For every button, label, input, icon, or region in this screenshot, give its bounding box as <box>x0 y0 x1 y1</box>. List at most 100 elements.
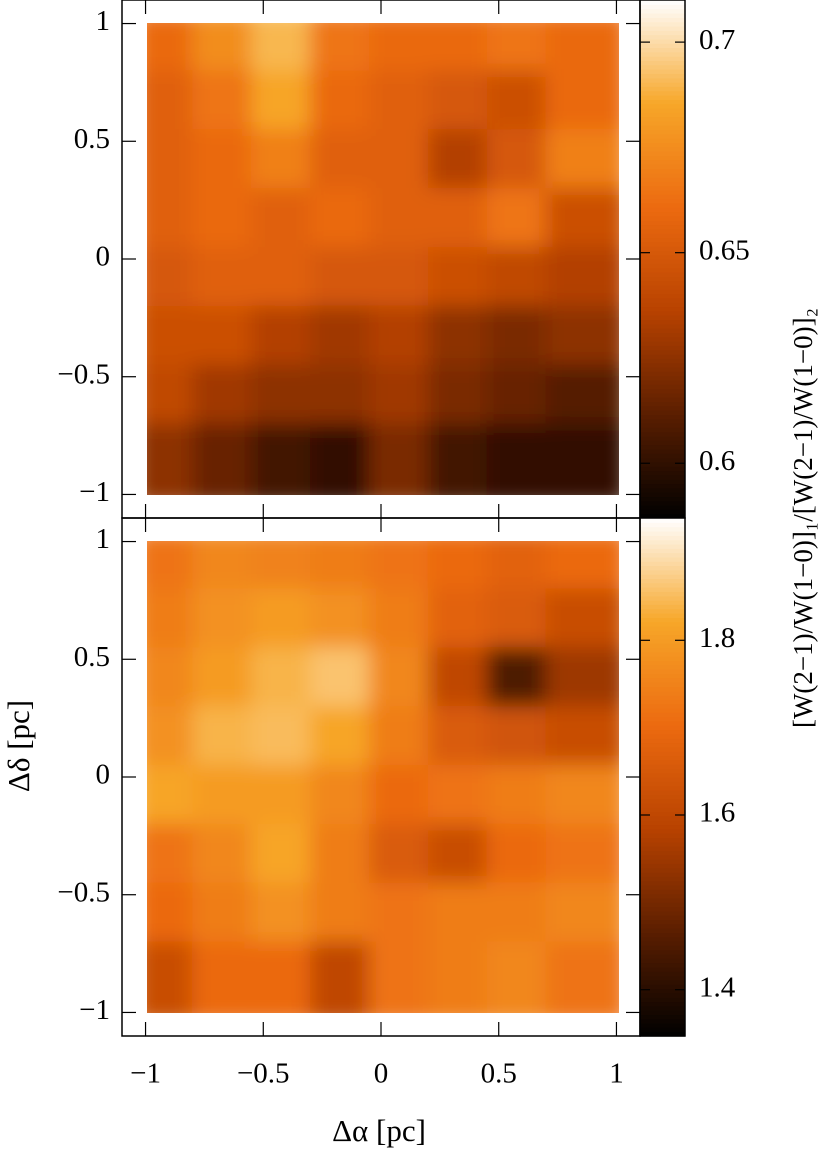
colorbar-step <box>640 306 685 312</box>
colorbar-step <box>640 889 685 895</box>
colorbar-step <box>640 461 685 467</box>
colorbar-step <box>640 271 685 277</box>
colorbar-step <box>640 785 685 791</box>
y-tick-label: 0 <box>96 759 111 791</box>
colorbar-step <box>640 612 685 618</box>
colorbar-step <box>640 379 685 385</box>
colorbar-step <box>640 535 685 541</box>
y-axis-label: Δδ [pc] <box>1 700 36 792</box>
colorbar-step <box>640 656 685 662</box>
colorbar-step <box>640 945 685 951</box>
colorbar-step <box>640 25 685 31</box>
colorbar-step <box>640 12 685 18</box>
colorbar-step <box>640 228 685 234</box>
x-tick-label: −1 <box>130 1058 161 1090</box>
colorbar-step <box>640 733 685 739</box>
colorbar-step <box>640 936 685 942</box>
colorbar-step <box>640 660 685 666</box>
colorbar-step <box>640 47 685 53</box>
colorbar-step <box>640 64 685 70</box>
heatmap-cells <box>147 23 619 495</box>
colorbar-step <box>640 250 685 256</box>
colorbar-step <box>640 971 685 977</box>
colorbar-step <box>640 617 685 623</box>
colorbar-step <box>640 755 685 761</box>
colorbar-step <box>640 82 685 87</box>
colorbar-step <box>640 759 685 765</box>
colorbar-step <box>640 928 685 933</box>
colorbar-step <box>640 259 685 264</box>
colorbar-step <box>640 423 685 428</box>
colorbar-step <box>640 401 685 407</box>
colorbar-step <box>640 902 685 908</box>
colorbar-step <box>640 319 685 325</box>
colorbar-step <box>640 751 685 757</box>
colorbar-step <box>640 643 685 649</box>
colorbar-step <box>640 992 685 998</box>
colorbar-step <box>640 509 685 515</box>
colorbar-step <box>640 630 685 636</box>
colorbar-step <box>640 664 685 670</box>
colorbar-step <box>640 500 685 506</box>
colorbar-step <box>640 552 685 558</box>
colorbar-step <box>640 647 685 653</box>
colorbar-step <box>640 798 685 804</box>
colorbar-step <box>640 418 685 424</box>
colorbar-step <box>640 17 685 23</box>
colorbar-step <box>640 176 685 182</box>
colorbar-step <box>640 561 685 567</box>
colorbar-step <box>640 587 685 592</box>
colorbar-step <box>640 237 685 243</box>
colorbar-step <box>640 34 685 40</box>
colorbar-step <box>640 116 685 122</box>
colorbar-step <box>640 211 685 217</box>
colorbar-step <box>640 77 685 83</box>
colorbar-step <box>640 155 685 161</box>
colorbar-step <box>640 371 685 377</box>
colorbar-step <box>640 21 685 27</box>
colorbar-step <box>640 686 685 692</box>
colorbar-step <box>640 600 685 605</box>
colorbar-step <box>640 811 685 817</box>
colorbar-step <box>640 241 685 247</box>
colorbar-step <box>640 1031 685 1037</box>
colorbar-step <box>640 746 685 752</box>
colorbar-step <box>640 51 685 57</box>
colorbar-step <box>640 164 685 169</box>
colorbar-step <box>640 690 685 696</box>
colorbar-step <box>640 949 685 955</box>
colorbar-step <box>640 0 685 5</box>
colorbar-step <box>640 513 685 519</box>
colorbar-step <box>640 1010 685 1016</box>
colorbar-step <box>640 530 685 536</box>
colorbar-step <box>640 293 685 299</box>
colorbar-step <box>640 720 685 726</box>
colorbar-step <box>640 457 685 463</box>
colorbar-step <box>640 194 685 200</box>
colorbar-step <box>640 815 685 821</box>
colorbar-step <box>640 470 685 476</box>
colorbar-step <box>640 129 685 135</box>
y-tick-label: 1 <box>96 523 111 555</box>
colorbar-step <box>640 414 685 420</box>
colorbar-step <box>640 673 685 679</box>
colorbar-step <box>640 466 685 472</box>
x-tick-label: 0.5 <box>481 1058 517 1090</box>
colorbar-step <box>640 284 685 290</box>
colorbar-step <box>640 215 685 221</box>
y-tick-label: −1 <box>79 994 110 1026</box>
colorbar-step <box>640 772 685 778</box>
colorbar-step <box>640 375 685 381</box>
colorbar-step <box>640 254 685 260</box>
colorbar-step <box>640 915 685 921</box>
colorbar-step <box>640 276 685 282</box>
colorbar-step <box>640 487 685 493</box>
colorbar-step <box>640 820 685 826</box>
colorbar-tick-label: 1.8 <box>699 622 735 654</box>
x-axis-label: Δα [pc] <box>332 1113 426 1148</box>
colorbar-step <box>640 479 685 485</box>
colorbar-step <box>640 578 685 584</box>
y-tick-label: 0.5 <box>74 641 110 673</box>
colorbar-step <box>640 582 685 588</box>
colorbar-step <box>640 90 685 96</box>
